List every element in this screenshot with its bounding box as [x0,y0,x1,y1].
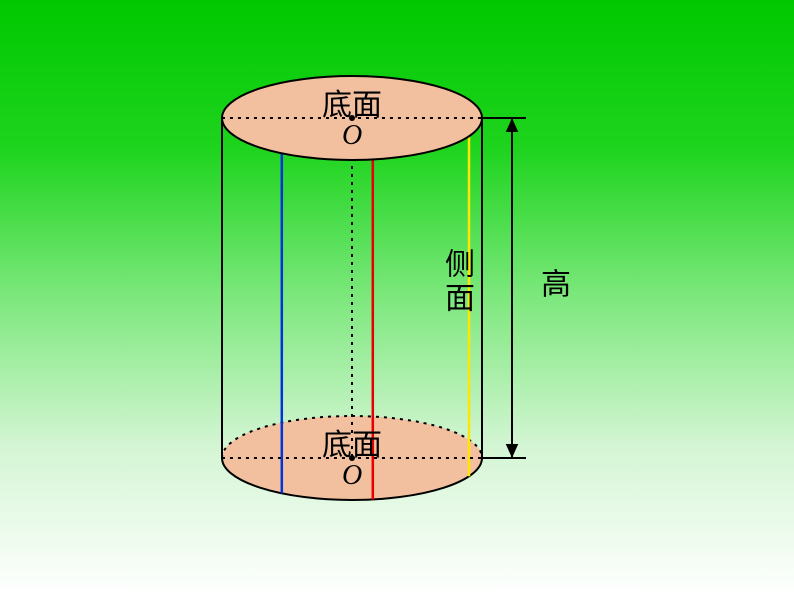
top-face-label: 底面 [322,80,382,124]
cylinder-svg [218,72,576,524]
cylinder-diagram: 底面 O 底面 O 侧面 高 [218,72,576,524]
center-label-top: O [342,120,362,152]
height-label: 高 [530,268,574,302]
bottom-face-label: 底面 [322,420,382,464]
side-face-label: 侧面 [434,248,478,316]
center-label-bottom: O [342,460,362,492]
